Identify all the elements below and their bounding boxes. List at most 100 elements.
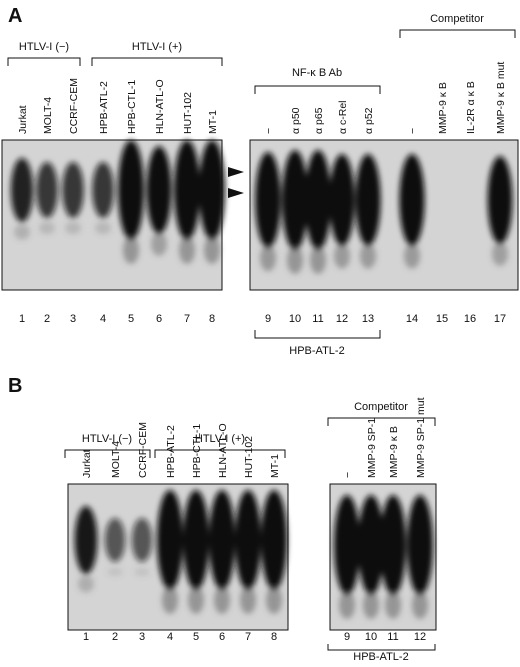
panel-label: A [8, 5, 22, 27]
band [62, 162, 84, 218]
lane-number: 4 [167, 631, 173, 643]
band [131, 518, 153, 562]
lane-number: 8 [209, 313, 215, 325]
band [305, 150, 331, 250]
lane-label: HUT-102 [182, 92, 194, 134]
band-smear [363, 591, 379, 619]
lane-number: 2 [112, 631, 118, 643]
lane-number: 5 [128, 313, 134, 325]
lane-number: 4 [100, 313, 106, 325]
band [174, 140, 200, 240]
lane-label: α p65 [313, 107, 325, 134]
band-smear [214, 586, 230, 614]
band [399, 154, 425, 246]
group-label: HTLV-I (+) [195, 433, 245, 445]
band-smear [123, 236, 139, 264]
lane-label: HPB-CTL-1 [126, 80, 138, 134]
group-label: HTLV-I (−) [19, 41, 69, 53]
lane-number: 3 [139, 631, 145, 643]
lane-label: − [407, 128, 419, 134]
lane-number: 9 [265, 313, 271, 325]
band [358, 495, 384, 595]
lane-number: 8 [271, 631, 277, 643]
lane-label: CCRF-CEM [68, 78, 80, 134]
bands [255, 150, 513, 274]
band [329, 154, 355, 246]
bands [10, 140, 225, 264]
group-label: Competitor [354, 401, 408, 413]
band-smear [134, 567, 150, 577]
lane-label: α p52 [363, 107, 375, 134]
band-smear [95, 221, 111, 235]
band [261, 490, 287, 590]
lane-number: 11 [312, 313, 323, 325]
band [209, 490, 235, 590]
arrowheads [228, 167, 244, 198]
lane-label: MMP-9 SP-1 [366, 418, 378, 478]
bands [334, 495, 433, 619]
band-smear [310, 246, 326, 274]
lane-label: MMP-9 κ B [388, 426, 400, 478]
lane-number: 10 [289, 313, 301, 325]
lane-number: 2 [44, 313, 50, 325]
band [334, 495, 360, 595]
band-smear [240, 586, 256, 614]
lane-number: 6 [219, 631, 225, 643]
group-label: HTLV-I (−) [82, 433, 132, 445]
lane-label: Jurkat [81, 449, 93, 478]
lane-label: HUT-102 [243, 436, 255, 478]
lane-label: − [263, 128, 275, 134]
sample-label: HPB-ATL-2 [353, 651, 408, 662]
group-label: HTLV-I (+) [132, 41, 182, 53]
band-smear [14, 224, 30, 240]
band-smear [188, 586, 204, 614]
lane-label: MOLT-4 [110, 441, 122, 478]
band [146, 146, 172, 234]
band-smear [162, 586, 178, 614]
band [104, 518, 126, 562]
lane-number: 1 [19, 313, 25, 325]
band-smear [266, 586, 282, 614]
band [92, 162, 114, 218]
sample-label: HPB-ATL-2 [289, 345, 344, 357]
lane-label: HLN-ATL-O [217, 423, 229, 478]
lane-label: MMP-9 κ B [437, 82, 449, 134]
lane-label: MOLT-4 [42, 97, 54, 134]
band [183, 490, 209, 590]
lane-number: 1 [83, 631, 89, 643]
band [380, 495, 406, 595]
band-smear [260, 244, 276, 272]
lane-label: MMP-9 SP-1 mut [415, 397, 427, 478]
band-smear [385, 591, 401, 619]
band [36, 162, 58, 218]
band-smear [204, 236, 220, 264]
band-smear [39, 221, 55, 235]
lane-number: 17 [494, 313, 506, 325]
band [407, 495, 433, 595]
brackets [7, 29, 516, 651]
lane-number: 13 [362, 313, 374, 325]
band [255, 152, 281, 248]
lane-number: 12 [336, 313, 348, 325]
band-smear [334, 243, 350, 269]
band [157, 490, 183, 590]
lane-number: 6 [156, 313, 162, 325]
band [74, 506, 98, 574]
lane-number: 5 [193, 631, 199, 643]
group-label: Competitor [430, 13, 484, 25]
band [235, 490, 261, 590]
lane-label: α p50 [290, 107, 302, 134]
band-smear [78, 575, 94, 593]
band-smear [404, 243, 420, 269]
lane-label: CCRF-CEM [137, 422, 149, 478]
lane-label: − [342, 472, 354, 478]
band-smear [412, 591, 428, 619]
band-smear [107, 567, 123, 577]
lane-label: MMP-9 κ B mut [495, 62, 507, 134]
lane-label: HPB-ATL-2 [165, 425, 177, 478]
lane-number: 15 [436, 313, 448, 325]
lane-number: 9 [344, 631, 350, 643]
lane-number: 3 [70, 313, 76, 325]
lane-number: 7 [245, 631, 251, 643]
